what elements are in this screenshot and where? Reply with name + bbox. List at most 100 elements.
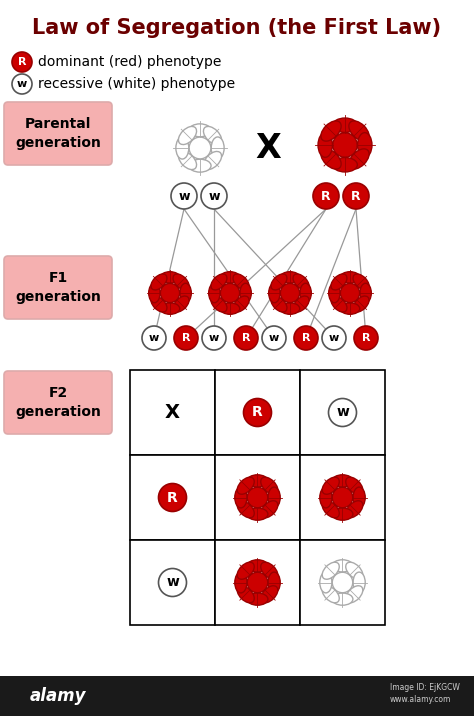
Circle shape (244, 399, 272, 427)
Ellipse shape (280, 303, 300, 314)
Ellipse shape (322, 500, 339, 518)
Circle shape (333, 133, 357, 157)
Ellipse shape (333, 158, 357, 172)
Ellipse shape (322, 478, 339, 494)
Text: X: X (165, 403, 180, 422)
Circle shape (332, 488, 353, 508)
Circle shape (247, 488, 268, 508)
Ellipse shape (320, 572, 332, 593)
FancyBboxPatch shape (4, 371, 112, 434)
Ellipse shape (271, 296, 287, 312)
Ellipse shape (233, 296, 249, 312)
Text: F1
generation: F1 generation (15, 271, 101, 304)
Ellipse shape (237, 586, 254, 603)
Ellipse shape (340, 303, 360, 314)
Ellipse shape (176, 137, 189, 159)
Ellipse shape (247, 508, 268, 521)
Text: Parental
generation: Parental generation (15, 117, 101, 150)
Text: R: R (182, 333, 190, 343)
Ellipse shape (321, 149, 341, 169)
Text: alamy: alamy (30, 687, 86, 705)
Text: w: w (166, 576, 179, 589)
Circle shape (247, 572, 268, 593)
Ellipse shape (211, 296, 227, 312)
Ellipse shape (346, 562, 363, 579)
Ellipse shape (247, 475, 268, 487)
Text: www.alamy.com: www.alamy.com (390, 695, 451, 705)
Circle shape (294, 326, 318, 350)
Ellipse shape (237, 562, 254, 579)
Text: recessive (white) phenotype: recessive (white) phenotype (38, 77, 235, 91)
Circle shape (313, 183, 339, 209)
Circle shape (220, 284, 239, 303)
Ellipse shape (293, 274, 309, 290)
Ellipse shape (151, 296, 167, 312)
Circle shape (12, 52, 32, 72)
Ellipse shape (209, 284, 220, 303)
Ellipse shape (235, 487, 247, 508)
Ellipse shape (332, 560, 353, 572)
Text: w: w (329, 333, 339, 343)
Ellipse shape (293, 296, 309, 312)
Ellipse shape (322, 562, 339, 579)
Circle shape (234, 326, 258, 350)
Ellipse shape (328, 284, 340, 303)
Text: Image ID: EjKGCW: Image ID: EjKGCW (390, 684, 460, 692)
Ellipse shape (233, 274, 249, 290)
Ellipse shape (173, 274, 189, 290)
Ellipse shape (247, 560, 268, 572)
Circle shape (158, 483, 186, 511)
Circle shape (158, 569, 186, 596)
Ellipse shape (346, 500, 363, 518)
Text: R: R (302, 333, 310, 343)
Text: R: R (252, 405, 263, 420)
Text: w: w (208, 190, 220, 203)
Circle shape (328, 399, 356, 427)
Ellipse shape (331, 296, 347, 312)
Ellipse shape (333, 118, 357, 132)
Circle shape (189, 137, 211, 159)
Ellipse shape (237, 500, 254, 518)
Text: w: w (336, 405, 349, 420)
Ellipse shape (240, 284, 251, 303)
Ellipse shape (220, 303, 240, 314)
Ellipse shape (160, 303, 180, 314)
Ellipse shape (353, 296, 369, 312)
Circle shape (340, 284, 360, 303)
Ellipse shape (211, 137, 224, 159)
Ellipse shape (322, 586, 339, 603)
Text: dominant (red) phenotype: dominant (red) phenotype (38, 55, 221, 69)
Text: w: w (209, 333, 219, 343)
Ellipse shape (332, 593, 353, 605)
Ellipse shape (353, 487, 365, 508)
Bar (215, 455, 300, 540)
Ellipse shape (332, 508, 353, 521)
Circle shape (201, 183, 227, 209)
Ellipse shape (269, 284, 280, 303)
Bar (215, 370, 300, 455)
Bar (300, 455, 385, 540)
Ellipse shape (151, 274, 167, 290)
Circle shape (343, 183, 369, 209)
Bar (300, 540, 385, 625)
Text: R: R (321, 190, 331, 203)
Ellipse shape (268, 572, 280, 593)
Circle shape (354, 326, 378, 350)
Ellipse shape (211, 274, 227, 290)
Circle shape (332, 572, 353, 593)
Text: w: w (149, 333, 159, 343)
Ellipse shape (268, 487, 280, 508)
Ellipse shape (235, 572, 247, 593)
Circle shape (142, 326, 166, 350)
Ellipse shape (340, 271, 360, 283)
Ellipse shape (203, 152, 221, 170)
Text: w: w (269, 333, 279, 343)
Circle shape (262, 326, 286, 350)
FancyBboxPatch shape (4, 256, 112, 319)
Text: R: R (167, 490, 178, 505)
Bar (300, 370, 385, 455)
Ellipse shape (189, 159, 211, 172)
Ellipse shape (178, 152, 197, 170)
Circle shape (171, 183, 197, 209)
Ellipse shape (300, 284, 311, 303)
